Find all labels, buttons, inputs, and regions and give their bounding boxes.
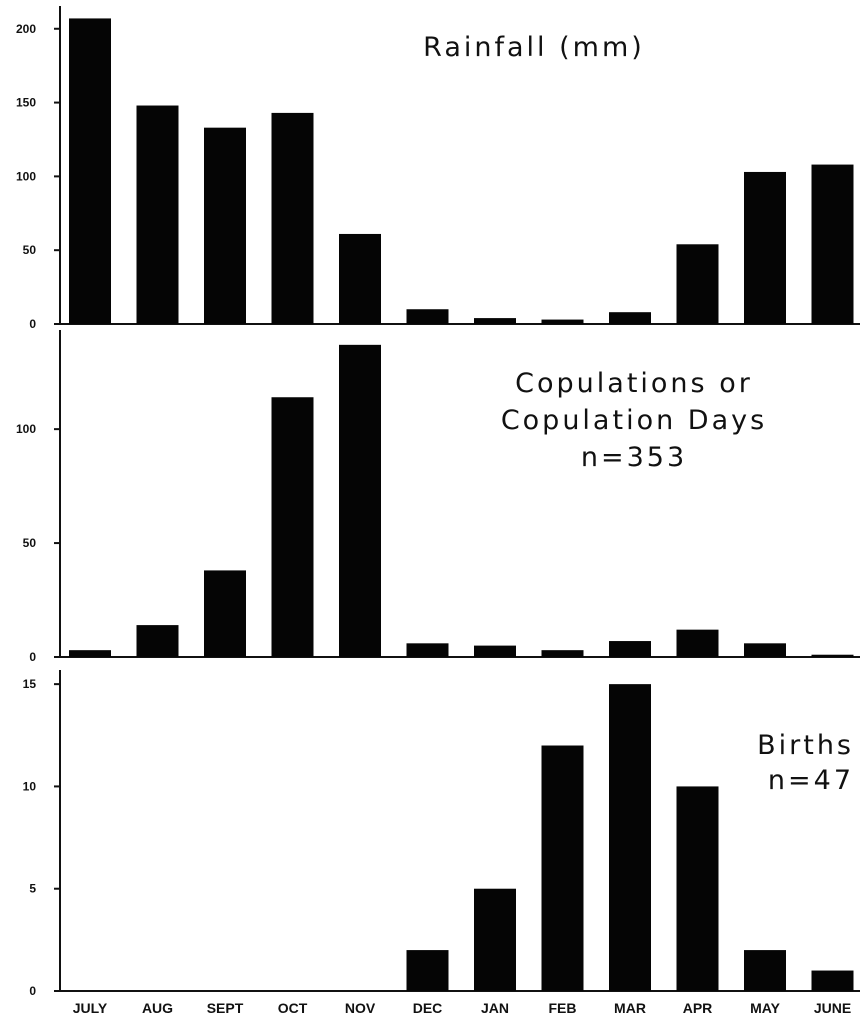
births-panel: 0 5 10 15 Births n=47 [23,670,860,998]
category-label-apr: APR [683,1000,713,1016]
rainfall-y-tick-label: 150 [16,96,36,110]
copulations-bar-oct [271,397,314,657]
copulations-title-line: Copulation Days [501,405,767,436]
copulations-bar-feb [541,650,584,657]
rainfall-bar-sept [204,127,246,325]
copulations-bar-dec [406,643,449,657]
category-label-dec: DEC [413,1000,443,1016]
rainfall-y-tick-label: 100 [16,169,36,183]
rainfall-panel: 0 50 100 150 200 Rainfall (mm) [16,6,860,331]
births-bar-apr [676,786,719,991]
category-label-feb: FEB [549,1000,577,1016]
category-label-nov: NOV [345,1000,376,1016]
rainfall-bar-feb [541,319,584,324]
copulations-y-tick-label: 0 [29,650,36,664]
rainfall-bar-oct [271,112,314,325]
births-y-tick-label: 15 [23,677,37,691]
births-title-line: n=47 [768,765,854,796]
category-label-aug: AUG [142,1000,173,1016]
category-labels: JULY AUG SEPT OCT NOV DEC JAN FEB MAR APR MAY JUNE [73,1000,851,1016]
copulations-bar-aug [136,625,179,657]
births-bar-feb [541,745,584,991]
category-label-oct: OCT [278,1000,308,1016]
copulations-bar-apr [676,629,719,657]
copulations-bar-july [69,650,111,657]
births-y-tick-label: 5 [29,882,36,896]
births-bar-may [744,950,786,991]
births-y-tick-label: 0 [29,984,36,998]
births-bar-mar [609,684,651,991]
copulations-y-tick-label: 50 [23,536,37,550]
rainfall-bar-jan [474,318,516,324]
copulations-title-line: n=353 [581,442,687,473]
copulations-bar-nov [339,344,381,657]
rainfall-y-tick-label: 200 [16,22,36,36]
copulations-panel: 0 50 100 Copulations or Copulation Days n=353 [16,330,860,664]
births-title-line: Births [757,730,854,761]
copulations-bar-sept [204,570,246,657]
copulations-title-line: Copulations or [515,368,753,399]
category-label-jan: JAN [481,1000,509,1016]
rainfall-bar-dec [406,309,449,324]
copulations-bar-may [744,643,786,657]
rainfall-bar-may [744,171,786,324]
births-bar-june [811,970,854,991]
copulations-bar-jan [474,645,516,657]
category-label-mar: MAR [614,1000,646,1016]
rainfall-bar-june [811,164,854,324]
rainfall-bar-july [69,18,111,325]
category-label-june: JUNE [814,1000,851,1016]
births-bar-jan [474,888,516,991]
rainfall-bar-nov [339,233,381,324]
copulations-bar-june [811,654,854,657]
rainfall-bar-aug [136,105,179,325]
rainfall-y-tick-label: 50 [23,243,37,257]
rainfall-bar-apr [676,244,719,324]
births-bar-dec [406,950,449,991]
category-label-july: JULY [73,1000,108,1016]
rainfall-y-tick-label: 0 [29,317,36,331]
births-y-tick-label: 10 [23,779,37,793]
rainfall-title-line: Rainfall (mm) [423,32,645,63]
copulations-bar-mar [609,641,651,657]
rainfall-bar-mar [609,312,651,324]
copulations-y-tick-label: 100 [16,422,36,436]
category-label-sept: SEPT [207,1000,244,1016]
category-label-may: MAY [750,1000,780,1016]
